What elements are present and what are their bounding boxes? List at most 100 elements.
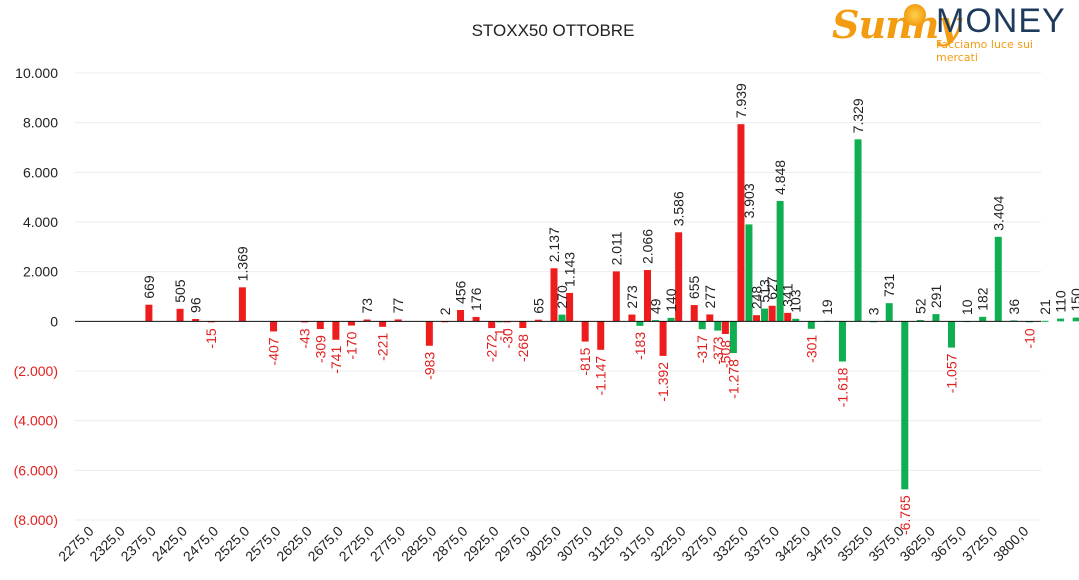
y-tick-label: 4.000 (23, 214, 58, 230)
data-label: 456 (453, 280, 469, 304)
logo-tagline: Facciamo luce sui mercati (936, 38, 1033, 64)
data-label: 3.903 (741, 183, 757, 218)
bar (659, 321, 667, 356)
y-tick-label: 2.000 (23, 264, 58, 280)
bar (792, 318, 800, 322)
data-label: 270 (554, 285, 570, 309)
bar (612, 271, 620, 322)
data-label: -317 (694, 335, 710, 363)
data-label: -272 (484, 334, 500, 362)
bar (932, 314, 940, 322)
bar (316, 321, 324, 330)
data-label: 2.137 (546, 227, 562, 262)
data-label: -1.278 (725, 359, 741, 399)
data-label: 291 (928, 285, 944, 309)
data-label: 77 (390, 298, 406, 314)
bar (675, 232, 683, 322)
bar (301, 321, 309, 323)
bar (854, 139, 862, 322)
bar (698, 321, 706, 330)
logo-name-a: Sunny (832, 2, 960, 47)
y-tick-label: (2.000) (14, 363, 58, 379)
bar (838, 321, 846, 362)
data-label: -10 (1021, 328, 1037, 348)
bar (332, 321, 340, 340)
sun-icon (904, 4, 926, 26)
bar (425, 321, 433, 346)
bar (550, 268, 558, 322)
bar (597, 321, 605, 350)
bar (651, 320, 659, 322)
data-label: 73 (359, 298, 375, 314)
bar (628, 314, 636, 322)
data-label: 7.329 (850, 98, 866, 133)
data-label: -170 (343, 331, 359, 359)
bar (784, 312, 792, 322)
data-label: -1.147 (593, 356, 609, 396)
data-label: 2.011 (608, 231, 624, 265)
y-tick-label: 6.000 (23, 164, 58, 180)
data-label: 52 (912, 298, 928, 314)
data-label: 21 (1037, 299, 1053, 315)
data-label: 1.369 (234, 246, 250, 281)
data-label: -741 (328, 346, 344, 374)
data-label: 655 (686, 275, 702, 299)
bar (761, 308, 769, 322)
chart-title: STOXX50 OTTOBRE (472, 21, 635, 40)
data-label: -1.618 (834, 367, 850, 407)
data-label: 627 (764, 276, 780, 300)
y-tick-label: (8.000) (14, 512, 58, 528)
data-label: 3.586 (671, 191, 687, 226)
data-label: -183 (632, 332, 648, 360)
y-tick-label: 0 (50, 313, 58, 329)
bar (488, 321, 496, 329)
bar (558, 314, 566, 322)
bar (192, 318, 200, 322)
data-label: 140 (663, 288, 679, 312)
bar (768, 305, 776, 322)
data-label: -407 (266, 337, 282, 365)
data-label: 150 (1068, 288, 1079, 312)
bar (745, 224, 753, 322)
bar (238, 287, 246, 322)
bar (363, 319, 371, 322)
bar (948, 321, 956, 348)
data-label: -309 (312, 335, 328, 363)
bar (1072, 317, 1079, 322)
bar (270, 321, 278, 332)
logo-name-b: MONEY (936, 2, 1066, 40)
bar (706, 314, 714, 322)
data-label: 513 (757, 279, 773, 303)
data-label: 3.404 (990, 196, 1006, 231)
bar (636, 321, 644, 326)
y-tick-label: 8.000 (23, 115, 58, 131)
bar (347, 321, 355, 326)
brand-logo: Sunny MONEY Facciamo luce sui mercati (832, 2, 1076, 64)
bar (519, 321, 527, 328)
data-label: 1.143 (562, 252, 578, 287)
bar (1057, 318, 1065, 322)
bar (737, 124, 745, 322)
bar (472, 316, 480, 322)
bar (566, 292, 574, 322)
bar (916, 320, 924, 322)
bar (753, 315, 761, 322)
bar (534, 319, 542, 322)
bar (807, 321, 815, 329)
data-label: 3 (866, 307, 882, 315)
data-label: -815 (577, 347, 593, 375)
bar (885, 303, 893, 322)
bar (581, 321, 589, 342)
data-label: -508 (717, 340, 733, 368)
data-label: 2 (437, 307, 453, 315)
bar (145, 304, 153, 322)
data-label: 273 (624, 285, 640, 309)
data-label: 103 (788, 289, 804, 313)
data-label: -268 (515, 334, 531, 362)
bar (776, 200, 784, 322)
data-label: 10 (959, 299, 975, 315)
data-label: 7.939 (733, 83, 749, 118)
data-label: -983 (421, 352, 437, 380)
data-label: 19 (819, 299, 835, 315)
